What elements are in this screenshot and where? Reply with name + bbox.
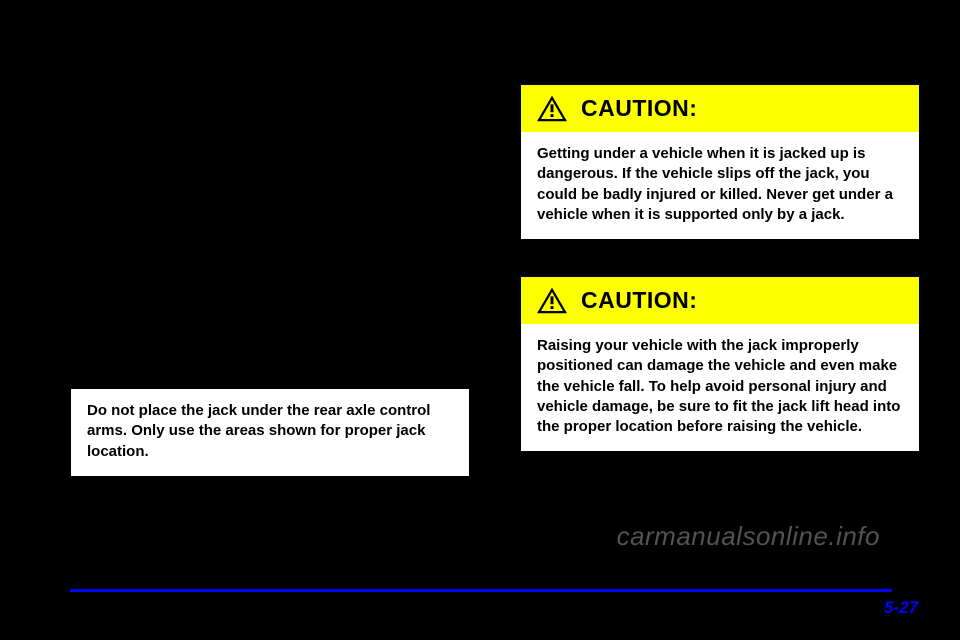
caution-body-1: Getting under a vehicle when it is jacke… (521, 132, 919, 239)
footer-rule (70, 589, 892, 592)
watermark-text: carmanualsonline.info (617, 521, 880, 552)
caution-header-2: CAUTION: (521, 277, 919, 324)
warning-triangle-icon (537, 288, 567, 314)
caution-header-1: CAUTION: (521, 85, 919, 132)
caution-body-2: Raising your vehicle with the jack impro… (521, 324, 919, 451)
caution-title-2: CAUTION: (581, 287, 697, 314)
left-column: Do not place the jack under the rear axl… (70, 84, 470, 477)
caution-title-1: CAUTION: (581, 95, 697, 122)
manual-page: Do not place the jack under the rear axl… (0, 0, 960, 640)
page-number: 5-27 (884, 598, 918, 618)
caution-box-1: CAUTION: Getting under a vehicle when it… (520, 84, 920, 240)
note-text: Do not place the jack under the rear axl… (87, 402, 430, 460)
warning-triangle-icon (537, 96, 567, 122)
caution-box-2: CAUTION: Raising your vehicle with the j… (520, 276, 920, 452)
right-column: CAUTION: Getting under a vehicle when it… (520, 84, 920, 488)
note-box: Do not place the jack under the rear axl… (70, 388, 470, 477)
